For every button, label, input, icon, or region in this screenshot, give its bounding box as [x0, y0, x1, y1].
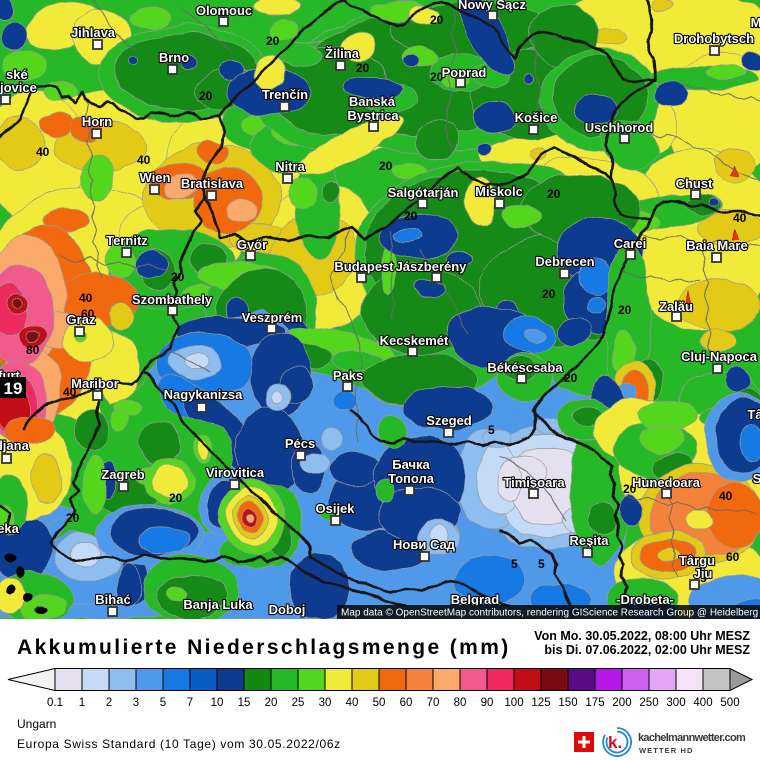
svg-text:Wien: Wien [140, 170, 171, 185]
svg-text:Miskolc: Miskolc [475, 184, 523, 199]
svg-text:Zalău: Zalău [659, 299, 693, 314]
svg-text:60: 60 [726, 550, 740, 564]
svg-text:Zagreb: Zagreb [101, 467, 144, 482]
svg-text:20: 20 [404, 209, 418, 223]
svg-text:Debrecen: Debrecen [535, 254, 594, 269]
svg-text:Trenčín: Trenčín [262, 87, 308, 102]
svg-text:40: 40 [36, 145, 50, 159]
svg-text:40: 40 [79, 291, 93, 305]
svg-text:Timişoara: Timişoara [503, 475, 565, 490]
svg-text:20: 20 [564, 371, 578, 385]
svg-text:Pécs: Pécs [285, 436, 315, 451]
svg-text:Veszprém: Veszprém [242, 310, 303, 325]
svg-text:Szeged: Szeged [426, 413, 472, 428]
svg-text:20: 20 [618, 303, 632, 317]
svg-text:Jászberény: Jászberény [396, 259, 468, 274]
svg-text:Chust: Chust [676, 176, 714, 191]
svg-text:5: 5 [538, 557, 545, 571]
svg-text:Békéscsaba: Békéscsaba [487, 360, 563, 375]
svg-text:Budapest: Budapest [334, 259, 394, 274]
svg-text:Maribor: Maribor [71, 376, 119, 391]
svg-text:40: 40 [733, 211, 747, 225]
svg-text:Map data © OpenStreetMap contr: Map data © OpenStreetMap contributors, r… [341, 608, 760, 619]
svg-text:Győr: Győr [237, 237, 267, 252]
svg-text:M: M [751, 15, 760, 30]
svg-text:Kecskemét: Kecskemét [380, 333, 449, 348]
svg-text:20: 20 [199, 89, 213, 103]
svg-text:Graz: Graz [67, 312, 96, 327]
svg-text:Horn: Horn [82, 114, 112, 129]
svg-text:5: 5 [700, 571, 707, 585]
svg-text:Osijek: Osijek [315, 501, 355, 516]
svg-text:Hunedoara: Hunedoara [632, 475, 701, 490]
svg-text:-Drobeta-: -Drobeta- [616, 592, 674, 607]
svg-text:Carei: Carei [614, 236, 647, 251]
svg-text:Tâ: Tâ [747, 407, 760, 422]
svg-text:Bratislava: Bratislava [181, 176, 244, 191]
svg-text:eka: eka [0, 521, 20, 536]
svg-text:Bystrica: Bystrica [347, 108, 399, 123]
svg-text:Cluj-Napoca: Cluj-Napoca [681, 349, 758, 364]
svg-text:Belgrad: Belgrad [451, 592, 499, 607]
svg-text:S: S [753, 471, 760, 486]
svg-text:20: 20 [66, 511, 80, 525]
svg-text:5: 5 [511, 557, 518, 571]
svg-text:Olomouc: Olomouc [196, 3, 252, 18]
svg-text:20: 20 [169, 491, 183, 505]
svg-text:Brno: Brno [159, 50, 189, 65]
svg-text:k.: k. [608, 733, 622, 752]
svg-text:60: 60 [81, 307, 95, 321]
svg-text:Doboj: Doboj [269, 602, 306, 617]
svg-text:5: 5 [488, 423, 495, 437]
svg-text:20: 20 [379, 159, 393, 173]
svg-text:Banská: Banská [349, 94, 396, 109]
svg-text:20: 20 [745, 350, 759, 364]
svg-text:Ternitz: Ternitz [106, 233, 148, 248]
svg-text:Uschhorod: Uschhorod [585, 120, 654, 135]
svg-text:20: 20 [430, 70, 444, 84]
svg-text:20: 20 [430, 13, 444, 27]
svg-text:Baia Mare: Baia Mare [686, 238, 747, 253]
svg-text:Paks: Paks [333, 368, 363, 383]
svg-text:jovice: jovice [0, 80, 37, 95]
svg-text:Žilina: Žilina [325, 46, 360, 61]
svg-text:20: 20 [542, 287, 556, 301]
svg-text:40: 40 [137, 153, 151, 167]
svg-text:80: 80 [26, 343, 40, 357]
svg-text:ské: ské [6, 67, 28, 82]
svg-text:20: 20 [171, 270, 185, 284]
svg-text:Virovitica: Virovitica [206, 465, 265, 480]
svg-text:19: 19 [4, 379, 23, 398]
svg-text:Jiu: Jiu [694, 566, 713, 581]
svg-text:Топола: Топола [388, 471, 435, 486]
svg-text:Košice: Košice [515, 110, 558, 125]
svg-text:Nowy Sącz: Nowy Sącz [458, 0, 526, 12]
svg-text:Poprad: Poprad [442, 65, 487, 80]
svg-text:Nagykanizsa: Nagykanizsa [164, 387, 244, 402]
svg-text:Бачка: Бачка [392, 457, 430, 472]
svg-text:20: 20 [356, 61, 370, 75]
svg-text:Bihać: Bihać [95, 592, 130, 607]
svg-text:Salgótarján: Salgótarján [388, 185, 459, 200]
svg-text:Нови Сад: Нови Сад [393, 537, 456, 552]
svg-text:Târgu: Târgu [679, 553, 715, 568]
svg-text:20: 20 [266, 34, 280, 48]
svg-text:40: 40 [63, 385, 77, 399]
svg-text:40: 40 [719, 489, 733, 503]
svg-text:Szombathely: Szombathely [132, 292, 213, 307]
svg-text:20: 20 [547, 187, 561, 201]
svg-text:Nitra: Nitra [275, 159, 305, 174]
svg-text:ljana: ljana [0, 438, 30, 453]
svg-text:Jihlava: Jihlava [71, 25, 116, 40]
svg-text:Reşita: Reşita [569, 533, 609, 548]
svg-text:20: 20 [623, 482, 637, 496]
svg-text:Banja Luka: Banja Luka [183, 597, 253, 612]
svg-text:Drohobytsch: Drohobytsch [674, 31, 754, 46]
